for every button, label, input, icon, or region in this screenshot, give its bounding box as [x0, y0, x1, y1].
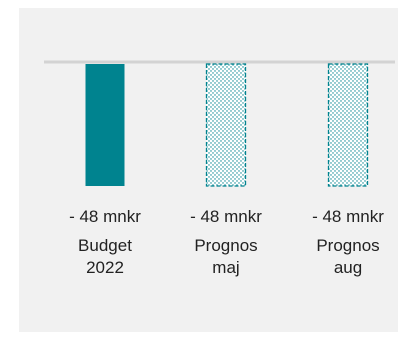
category-label: 2022 — [86, 258, 124, 277]
value-label: - 48 mnkr — [312, 207, 384, 226]
category-label: maj — [212, 258, 239, 277]
category-label: aug — [334, 258, 362, 277]
value-label: - 48 mnkr — [190, 207, 262, 226]
category-label: Prognos — [316, 236, 379, 255]
value-label: - 48 mnkr — [69, 207, 141, 226]
bar-forecast — [205, 63, 247, 187]
bar-budget — [85, 64, 125, 186]
category-label: Budget — [78, 236, 132, 255]
category-label: Prognos — [194, 236, 257, 255]
bar-forecast — [327, 63, 369, 187]
